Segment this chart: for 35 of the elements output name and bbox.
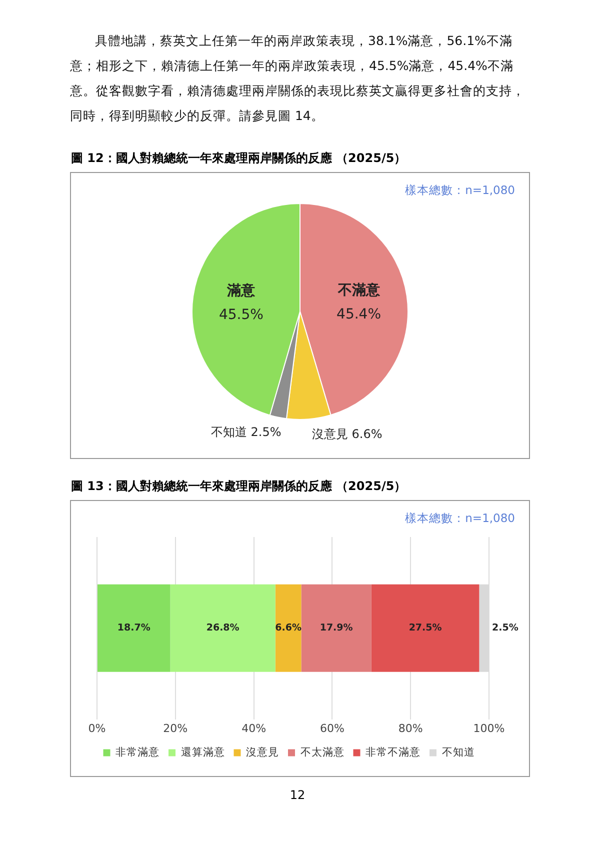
slice-label: 不知道 2.5% (210, 425, 282, 440)
bar (170, 584, 276, 672)
bar (371, 584, 480, 672)
x-tick-label: 100% (473, 722, 505, 735)
x-tick-label: 0% (88, 722, 106, 735)
data-label: 6.6% (275, 622, 302, 634)
legend-label: 還算滿意 (180, 745, 225, 758)
chart-title: 圖 13：國人對賴總統一年來處理兩岸關係的反應 （2025/5） (71, 478, 406, 495)
chart-title: 圖 12：國人對賴總統一年來處理兩岸關係的反應 （2025/5） (71, 150, 406, 167)
data-label: 45.5% (218, 306, 264, 323)
data-label: 17.9% (320, 622, 354, 634)
data-label: 45.4% (336, 306, 382, 323)
data-label: 2.5% (492, 622, 519, 634)
x-tick-label: 80% (398, 722, 423, 735)
data-label: 18.7% (117, 622, 151, 634)
data-label: 27.5% (408, 622, 442, 634)
slice-label: 滿意 (226, 282, 256, 299)
data-label: 26.8% (206, 622, 240, 634)
text: 樣本總數：n=1,080 (405, 511, 515, 526)
text: 樣本總數：n=1,080 (405, 183, 515, 198)
legend-label: 不知道 (442, 746, 475, 758)
bar (275, 584, 302, 672)
text: 12 (288, 788, 306, 802)
x-tick-label: 60% (320, 722, 344, 735)
bar (98, 584, 170, 672)
bar (301, 584, 372, 672)
x-tick-label: 40% (242, 722, 266, 735)
slice-label: 不滿意 (336, 282, 381, 299)
x-tick-label: 20% (163, 722, 188, 735)
legend-label: 沒意見 (246, 745, 279, 758)
text: 具體地講，蔡英文上任第一年的兩岸政策表現，38.1%滿意，56.1%不滿意；相形之下，賴清德上任第一年的兩岸政策表現，45.5%滿意，45.4%不滿意。從客觀數字看，賴清德處理兩岸關係的表現比蔡英文贏得更多社會的支持，同時，得到明顯較少的反彈。請參見圖 14。 (70, 32, 526, 125)
slice-label: 沒意見 6.6% (312, 427, 382, 442)
legend-label: 不太滿意 (300, 745, 344, 758)
legend-label: 非常不滿意 (366, 745, 420, 758)
legend-label: 非常滿意 (116, 745, 160, 758)
